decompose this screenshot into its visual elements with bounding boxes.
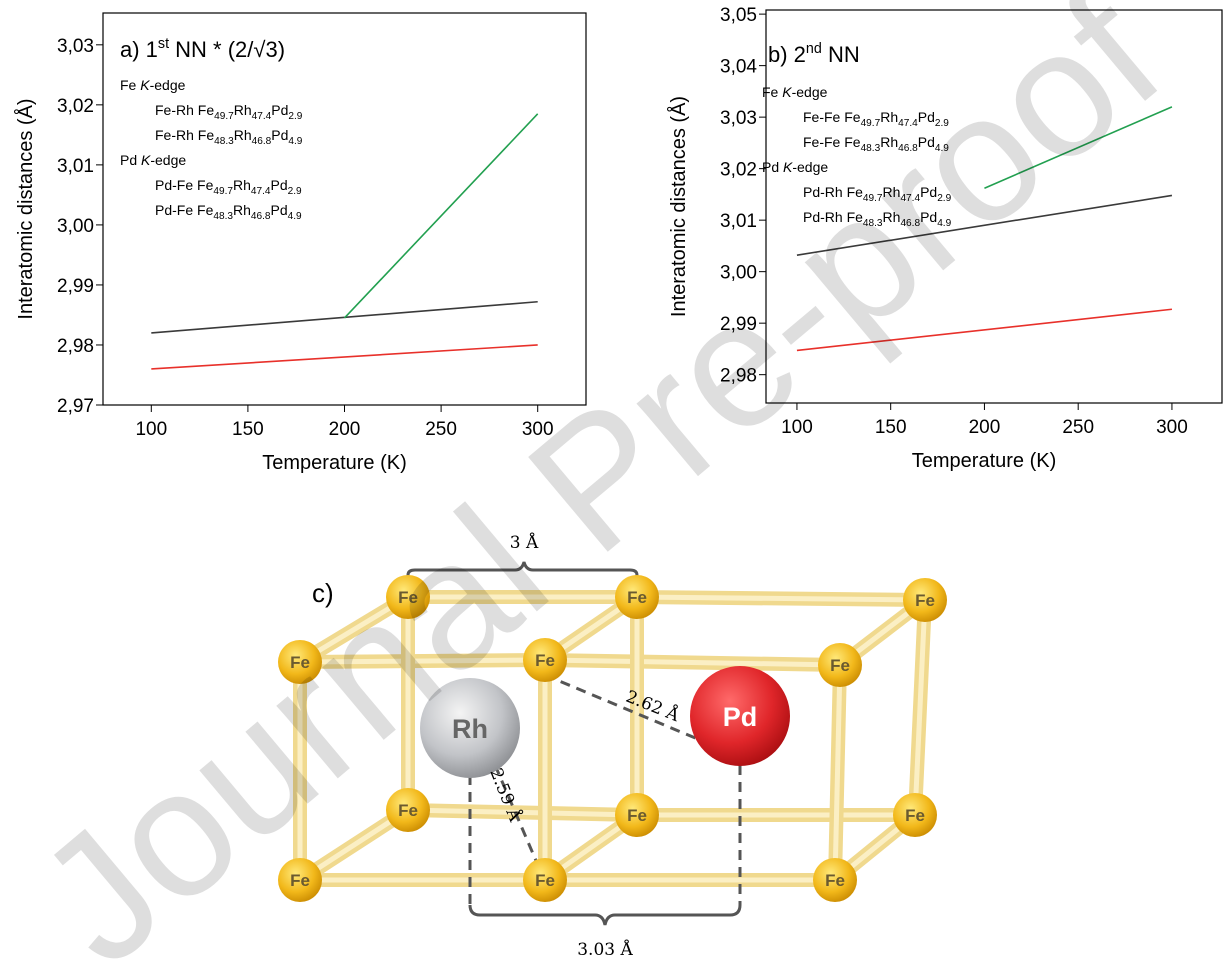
x-tick-label: 250 bbox=[425, 419, 457, 440]
series-line bbox=[796, 308, 1173, 352]
fe-atom bbox=[818, 643, 862, 687]
y-tick-label: 3,01 bbox=[720, 211, 757, 232]
atom-label: Fe bbox=[535, 651, 555, 670]
y-tick-label: 3,00 bbox=[57, 216, 94, 237]
pd-atom bbox=[690, 666, 790, 766]
rod-highlight bbox=[544, 657, 841, 668]
series-line bbox=[796, 194, 1173, 256]
atom-label: Fe bbox=[905, 806, 925, 825]
rod-highlight bbox=[407, 807, 638, 818]
chart-title: a) 1st NN * (2/√3) bbox=[120, 36, 285, 62]
legend-entry: Fe-Fe Fe48.3Rh46.8Pd4.9 bbox=[803, 134, 949, 154]
x-tick-label: 100 bbox=[135, 419, 167, 440]
legend-group: Fe K-edge bbox=[120, 77, 186, 93]
x-tick-label: 150 bbox=[232, 419, 264, 440]
series-line bbox=[151, 344, 538, 370]
y-tick-label: 2,98 bbox=[57, 336, 94, 357]
fe-atom bbox=[523, 858, 567, 902]
legend-group: Pd K-edge bbox=[120, 152, 186, 168]
chart-title: b) 2nd NN bbox=[768, 41, 860, 67]
legend-entry: Pd-Fe Fe48.3Rh46.8Pd4.9 bbox=[155, 202, 302, 222]
fe-atom bbox=[903, 578, 947, 622]
y-axis-title: Interatomic distances (Å) bbox=[667, 96, 690, 317]
plot-frame bbox=[765, 9, 1223, 404]
fe-atom bbox=[523, 638, 567, 682]
fe-atom bbox=[278, 640, 322, 684]
distance-label: 3 Å bbox=[510, 532, 539, 553]
y-tick-label: 2,97 bbox=[57, 396, 94, 417]
atom-label: Fe bbox=[627, 806, 647, 825]
legend-entry: Fe-Rh Fe49.7Rh47.4Pd2.9 bbox=[155, 102, 303, 122]
fe-atom bbox=[278, 858, 322, 902]
rod-highlight bbox=[636, 594, 926, 603]
distance-label: 3.03 Å bbox=[577, 939, 633, 960]
charts: 100 150 200 250 300 2,97 2,98 2,99 3,00 3,01 3,02 3… bbox=[14, 5, 1223, 474]
y-tick-label: 3,05 bbox=[720, 5, 757, 26]
brace bbox=[468, 904, 742, 926]
y-tick-label: 3,00 bbox=[720, 263, 757, 284]
legend-entry: Fe-Fe Fe49.7Rh47.4Pd2.9 bbox=[803, 109, 949, 129]
brace bbox=[406, 561, 639, 593]
fe-atom bbox=[813, 858, 857, 902]
atom-label: Fe bbox=[398, 801, 418, 820]
y-tick-label: 3,01 bbox=[57, 156, 94, 177]
series-line bbox=[984, 106, 1173, 189]
legend-entry: Pd-Rh Fe48.3Rh46.8Pd4.9 bbox=[803, 209, 952, 229]
y-tick-label: 3,02 bbox=[57, 96, 94, 117]
y-tick-label: 2,98 bbox=[720, 366, 757, 387]
fe-atom bbox=[615, 575, 659, 619]
atom-label: Fe bbox=[627, 588, 647, 607]
x-tick-label: 150 bbox=[875, 417, 907, 438]
rod-highlight bbox=[832, 664, 843, 881]
y-axis-title: Interatomic distances (Å) bbox=[14, 98, 37, 319]
fe-atom bbox=[615, 793, 659, 837]
atom-label: Pd bbox=[723, 702, 758, 732]
atom-label: Fe bbox=[825, 871, 845, 890]
y-tick-label: 3,03 bbox=[720, 108, 757, 129]
distance-line bbox=[544, 673, 701, 742]
series-line bbox=[343, 113, 539, 319]
y-tick-label: 3,02 bbox=[720, 160, 757, 181]
x-tick-label: 200 bbox=[969, 417, 1001, 438]
x-tick-label: 250 bbox=[1062, 417, 1094, 438]
legend-group: Fe K-edge bbox=[762, 84, 828, 100]
legend-entry: Pd-Rh Fe49.7Rh47.4Pd2.9 bbox=[803, 184, 952, 204]
rod-highlight bbox=[912, 599, 928, 816]
panel-label: c) bbox=[312, 578, 334, 608]
rod-highlight bbox=[299, 657, 546, 665]
x-tick-label: 200 bbox=[329, 419, 361, 440]
atom-label: Fe bbox=[290, 653, 310, 672]
legend-entry: Fe-Rh Fe48.3Rh46.8Pd4.9 bbox=[155, 127, 303, 147]
rh-atom bbox=[420, 678, 520, 778]
watermark: Journal Pre-proof bbox=[2, 0, 1197, 974]
x-tick-label: 300 bbox=[522, 419, 554, 440]
x-tick-label: 300 bbox=[1156, 417, 1188, 438]
fe-atom bbox=[386, 788, 430, 832]
y-tick-label: 2,99 bbox=[720, 314, 757, 335]
y-tick-label: 3,03 bbox=[57, 36, 94, 57]
y-tick-label: 3,04 bbox=[720, 57, 757, 78]
atom-label: Fe bbox=[830, 656, 850, 675]
atom-label: Fe bbox=[535, 871, 555, 890]
atom-label: Fe bbox=[290, 871, 310, 890]
legend-entry: Pd-Fe Fe49.7Rh47.4Pd2.9 bbox=[155, 177, 302, 197]
y-tick-label: 2,99 bbox=[57, 276, 94, 297]
fe-atom bbox=[386, 575, 430, 619]
legend-group: Pd K-edge bbox=[762, 159, 828, 175]
atom-label: Rh bbox=[452, 714, 488, 744]
atom-label: Fe bbox=[398, 588, 418, 607]
x-axis-title: Temperature (K) bbox=[262, 452, 407, 474]
distance-line bbox=[493, 764, 542, 871]
x-tick-label: 100 bbox=[781, 417, 813, 438]
atom-label: Fe bbox=[915, 591, 935, 610]
x-axis-title: Temperature (K) bbox=[912, 450, 1057, 472]
fe-atom bbox=[893, 793, 937, 837]
